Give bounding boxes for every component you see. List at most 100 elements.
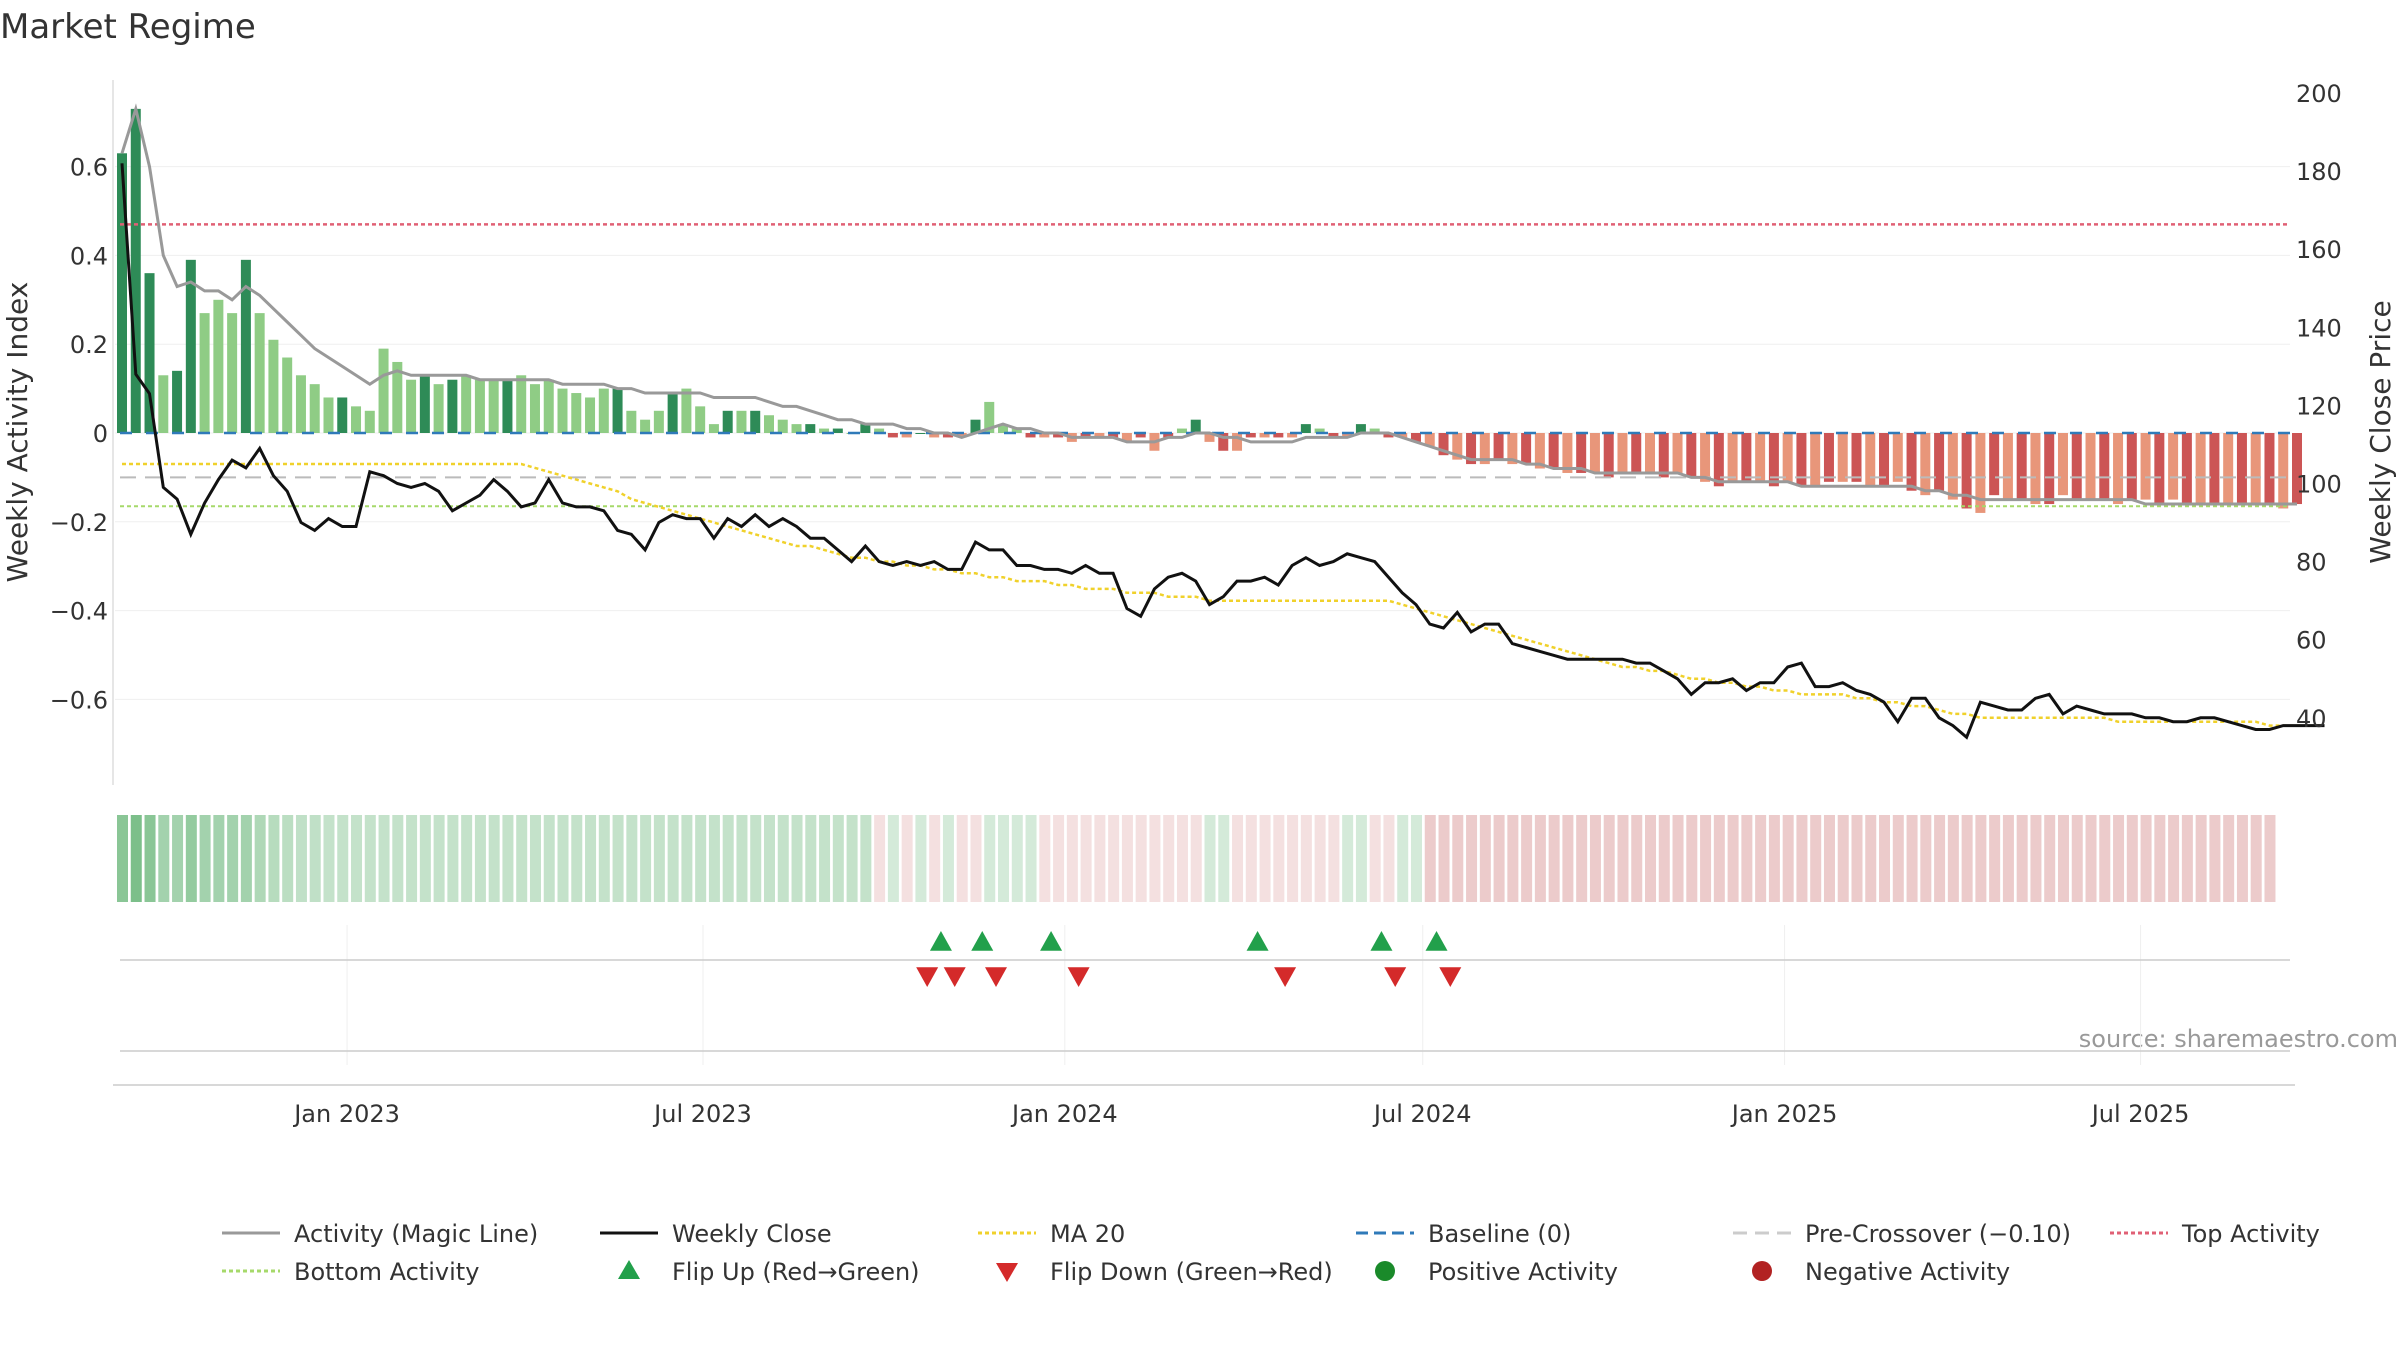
activity-bar <box>1204 433 1215 442</box>
y-right-tick-label: 120 <box>2296 392 2342 420</box>
regime-cell <box>1645 815 1657 902</box>
regime-cell <box>1782 815 1794 902</box>
reference-lines <box>120 223 2290 508</box>
activity-bar <box>2002 433 2013 500</box>
activity-bar <box>695 406 706 433</box>
regime-cell <box>2181 815 2193 902</box>
regime-cell <box>2016 815 2028 902</box>
activity-bar <box>227 313 238 433</box>
regime-cell <box>144 815 156 902</box>
legend-dot-swatch <box>1752 1261 1772 1281</box>
regime-cell <box>1534 815 1546 902</box>
regime-cell <box>1163 815 1175 902</box>
activity-bar <box>1879 433 1890 487</box>
activity-bar <box>2209 433 2220 505</box>
regime-cell <box>1672 815 1684 902</box>
regime-cell <box>708 815 720 902</box>
activity-bar <box>1727 433 1738 482</box>
activity-bar <box>1039 433 1050 438</box>
regime-cell <box>1287 815 1299 902</box>
activity-bar <box>956 433 967 438</box>
activity-bar <box>1011 428 1022 433</box>
regime-cell <box>213 815 225 902</box>
activity-bar <box>1645 433 1656 473</box>
regime-cell <box>571 815 583 902</box>
activity-bar <box>901 433 912 438</box>
flip-down-marker <box>1384 967 1407 987</box>
activity-bar <box>1479 433 1490 465</box>
activity-bar <box>1493 433 1504 460</box>
regime-cell <box>1108 815 1120 902</box>
regime-cell <box>846 815 858 902</box>
regime-cell <box>1507 815 1519 902</box>
legend-flip-down-swatch <box>996 1263 1018 1282</box>
activity-bar <box>929 433 940 438</box>
magic-line <box>120 103 2297 506</box>
activity-bar <box>240 259 251 433</box>
regime-cell <box>1562 815 1574 902</box>
activity-bar <box>626 410 637 433</box>
regime-cell <box>1713 815 1725 902</box>
flip-up-marker <box>1040 931 1063 951</box>
legend-label: Bottom Activity <box>294 1258 479 1286</box>
regime-cell <box>1989 815 2001 902</box>
legend-label: MA 20 <box>1050 1220 1125 1248</box>
activity-bar <box>1245 433 1256 438</box>
regime-cell <box>1452 815 1464 902</box>
activity-bar <box>1823 433 1834 482</box>
activity-bar <box>419 375 430 433</box>
y-right-tick-label: 60 <box>2296 627 2327 655</box>
regime-cell <box>1658 815 1670 902</box>
activity-bar <box>1121 433 1132 442</box>
activity-bar <box>1851 433 1862 482</box>
activity-bar <box>2154 433 2165 505</box>
regime-cell <box>998 815 1010 902</box>
chart-title: Market Regime <box>0 7 256 47</box>
regime-cell <box>185 815 197 902</box>
regime-cell <box>598 815 610 902</box>
regime-cell <box>2236 815 2248 902</box>
regime-cell <box>282 815 294 902</box>
regime-cell <box>392 815 404 902</box>
y-right-tick-label: 160 <box>2296 236 2342 264</box>
activity-bar <box>2195 433 2206 505</box>
activity-bar <box>1163 433 1174 438</box>
activity-bar <box>1369 428 1380 433</box>
regime-cell <box>1135 815 1147 902</box>
regime-cell <box>488 815 500 902</box>
regime-cell <box>805 815 817 902</box>
regime-cell <box>750 815 762 902</box>
regime-cell <box>2250 815 2262 902</box>
activity-bar <box>1287 433 1298 438</box>
regime-cell <box>1823 815 1835 902</box>
activity-bar <box>268 339 279 433</box>
y-left-tick-label: 0.4 <box>70 242 108 270</box>
activity-bar <box>2057 433 2068 496</box>
flip-up-marker <box>1425 931 1448 951</box>
regime-cell <box>1892 815 1904 902</box>
y-right-tick-label: 180 <box>2296 158 2342 186</box>
legend-label: Activity (Magic Line) <box>294 1220 538 1248</box>
weekly-close-line <box>120 163 2325 740</box>
activity-bar <box>1342 433 1353 438</box>
axis-ticks: 0.6 0.4 0.2 0 −0.2 −0.4 −0.6 200 180 160 140 120 100… <box>50 80 2342 1128</box>
regime-cell <box>419 815 431 902</box>
regime-cell <box>929 815 941 902</box>
activity-bar <box>2030 433 2041 505</box>
y-right-tick-label: 40 <box>2296 705 2327 733</box>
activity-bar <box>585 397 596 433</box>
regime-cell <box>1975 815 1987 902</box>
activity-bar <box>117 153 127 433</box>
y-left-axis-label: Weekly Activity Index <box>1 282 34 583</box>
regime-cell <box>1865 815 1877 902</box>
activity-bar <box>1190 419 1201 433</box>
y-left-tick-label: −0.4 <box>50 598 108 626</box>
activity-bar <box>364 410 375 433</box>
regime-cell <box>1906 815 1918 902</box>
activity-bar <box>557 388 568 433</box>
y-right-tick-label: 140 <box>2296 314 2342 342</box>
regime-cell <box>351 815 363 902</box>
activity-bar <box>970 419 981 433</box>
regime-cell <box>2195 815 2207 902</box>
